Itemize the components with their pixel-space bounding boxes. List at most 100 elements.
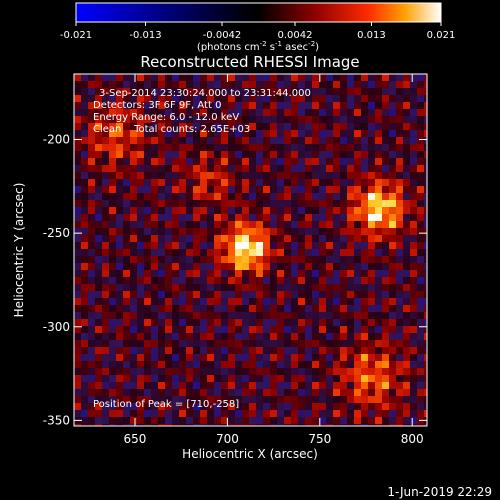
heatmap-cell	[270, 151, 277, 158]
heatmap-cell	[74, 74, 81, 81]
heatmap-cell	[375, 158, 382, 165]
heatmap-cell	[109, 291, 116, 298]
heatmap-cell	[284, 172, 291, 179]
heatmap-cell	[200, 242, 207, 249]
heatmap-cell	[284, 88, 291, 95]
heatmap-cell	[389, 130, 396, 137]
heatmap-cell	[326, 193, 333, 200]
heatmap-cell	[389, 158, 396, 165]
heatmap-cell	[256, 242, 263, 249]
heatmap-cell	[88, 256, 95, 263]
heatmap-cell	[130, 284, 137, 291]
heatmap-cell	[277, 95, 284, 102]
heatmap-cell	[319, 403, 326, 410]
heatmap-cell	[347, 116, 354, 123]
heatmap-cell	[144, 326, 151, 333]
heatmap-cell	[312, 235, 319, 242]
heatmap-cell	[151, 74, 158, 81]
heatmap-cell	[298, 158, 305, 165]
heatmap-cell	[396, 410, 403, 417]
heatmap-cell	[403, 361, 410, 368]
heatmap-cell	[312, 291, 319, 298]
heatmap-cell	[242, 249, 249, 256]
heatmap-cell	[256, 403, 263, 410]
heatmap-cell	[179, 319, 186, 326]
heatmap-cell	[109, 354, 116, 361]
heatmap-cell	[347, 172, 354, 179]
heatmap-cell	[263, 179, 270, 186]
heatmap-cell	[186, 277, 193, 284]
heatmap-cell	[298, 74, 305, 81]
heatmap-cell	[354, 207, 361, 214]
heatmap-cell	[151, 116, 158, 123]
heatmap-cell	[81, 214, 88, 221]
heatmap-cell	[305, 200, 312, 207]
heatmap-cell	[151, 354, 158, 361]
heatmap-cell	[249, 319, 256, 326]
heatmap-cell	[340, 249, 347, 256]
heatmap-cell	[130, 354, 137, 361]
heatmap-cell	[179, 158, 186, 165]
heatmap-cell	[95, 410, 102, 417]
heatmap-cell	[417, 207, 424, 214]
heatmap-cell	[186, 123, 193, 130]
heatmap-cell	[151, 298, 158, 305]
heatmap-cell	[214, 151, 221, 158]
heatmap-cell	[81, 74, 88, 81]
heatmap-cell	[214, 165, 221, 172]
heatmap-cell	[179, 263, 186, 270]
heatmap-cell	[221, 207, 228, 214]
heatmap-cell	[389, 249, 396, 256]
heatmap-cell	[102, 368, 109, 375]
heatmap-cell	[249, 95, 256, 102]
heatmap-cell	[368, 312, 375, 319]
heatmap-cell	[396, 235, 403, 242]
heatmap-cell	[403, 347, 410, 354]
heatmap-cell	[333, 116, 340, 123]
heatmap-cell	[172, 130, 179, 137]
heatmap-cell	[298, 368, 305, 375]
heatmap-cell	[228, 410, 235, 417]
heatmap-cell	[312, 361, 319, 368]
heatmap-cell	[165, 200, 172, 207]
heatmap-cell	[102, 214, 109, 221]
heatmap-cell	[361, 361, 368, 368]
heatmap-cell	[417, 102, 424, 109]
heatmap-cell	[193, 319, 200, 326]
heatmap-cell	[144, 74, 151, 81]
heatmap-cell	[179, 382, 186, 389]
heatmap-cell	[228, 144, 235, 151]
heatmap-cell	[333, 214, 340, 221]
heatmap-cell	[235, 172, 242, 179]
heatmap-cell	[179, 312, 186, 319]
heatmap-cell	[144, 424, 151, 426]
heatmap-cell	[277, 354, 284, 361]
heatmap-cell	[319, 123, 326, 130]
heatmap-cell	[193, 277, 200, 284]
heatmap-cell	[410, 354, 417, 361]
heatmap-cell	[151, 403, 158, 410]
heatmap-cell	[396, 186, 403, 193]
heatmap-cell	[298, 116, 305, 123]
heatmap-cell	[417, 193, 424, 200]
heatmap-cell	[193, 284, 200, 291]
heatmap-cell	[235, 256, 242, 263]
heatmap-cell	[81, 284, 88, 291]
heatmap-cell	[235, 186, 242, 193]
heatmap-cell	[193, 158, 200, 165]
heatmap-cell	[256, 361, 263, 368]
heatmap-cell	[424, 186, 427, 193]
heatmap-cell	[277, 305, 284, 312]
heatmap-cell	[312, 123, 319, 130]
heatmap-cell	[186, 361, 193, 368]
heatmap-cell	[340, 235, 347, 242]
heatmap-cell	[74, 284, 81, 291]
heatmap-cell	[144, 389, 151, 396]
heatmap-cell	[354, 410, 361, 417]
heatmap-cell	[207, 235, 214, 242]
heatmap-cell	[249, 130, 256, 137]
heatmap-cell	[263, 403, 270, 410]
heatmap-cell	[263, 95, 270, 102]
heatmap-cell	[109, 95, 116, 102]
heatmap-cell	[305, 151, 312, 158]
